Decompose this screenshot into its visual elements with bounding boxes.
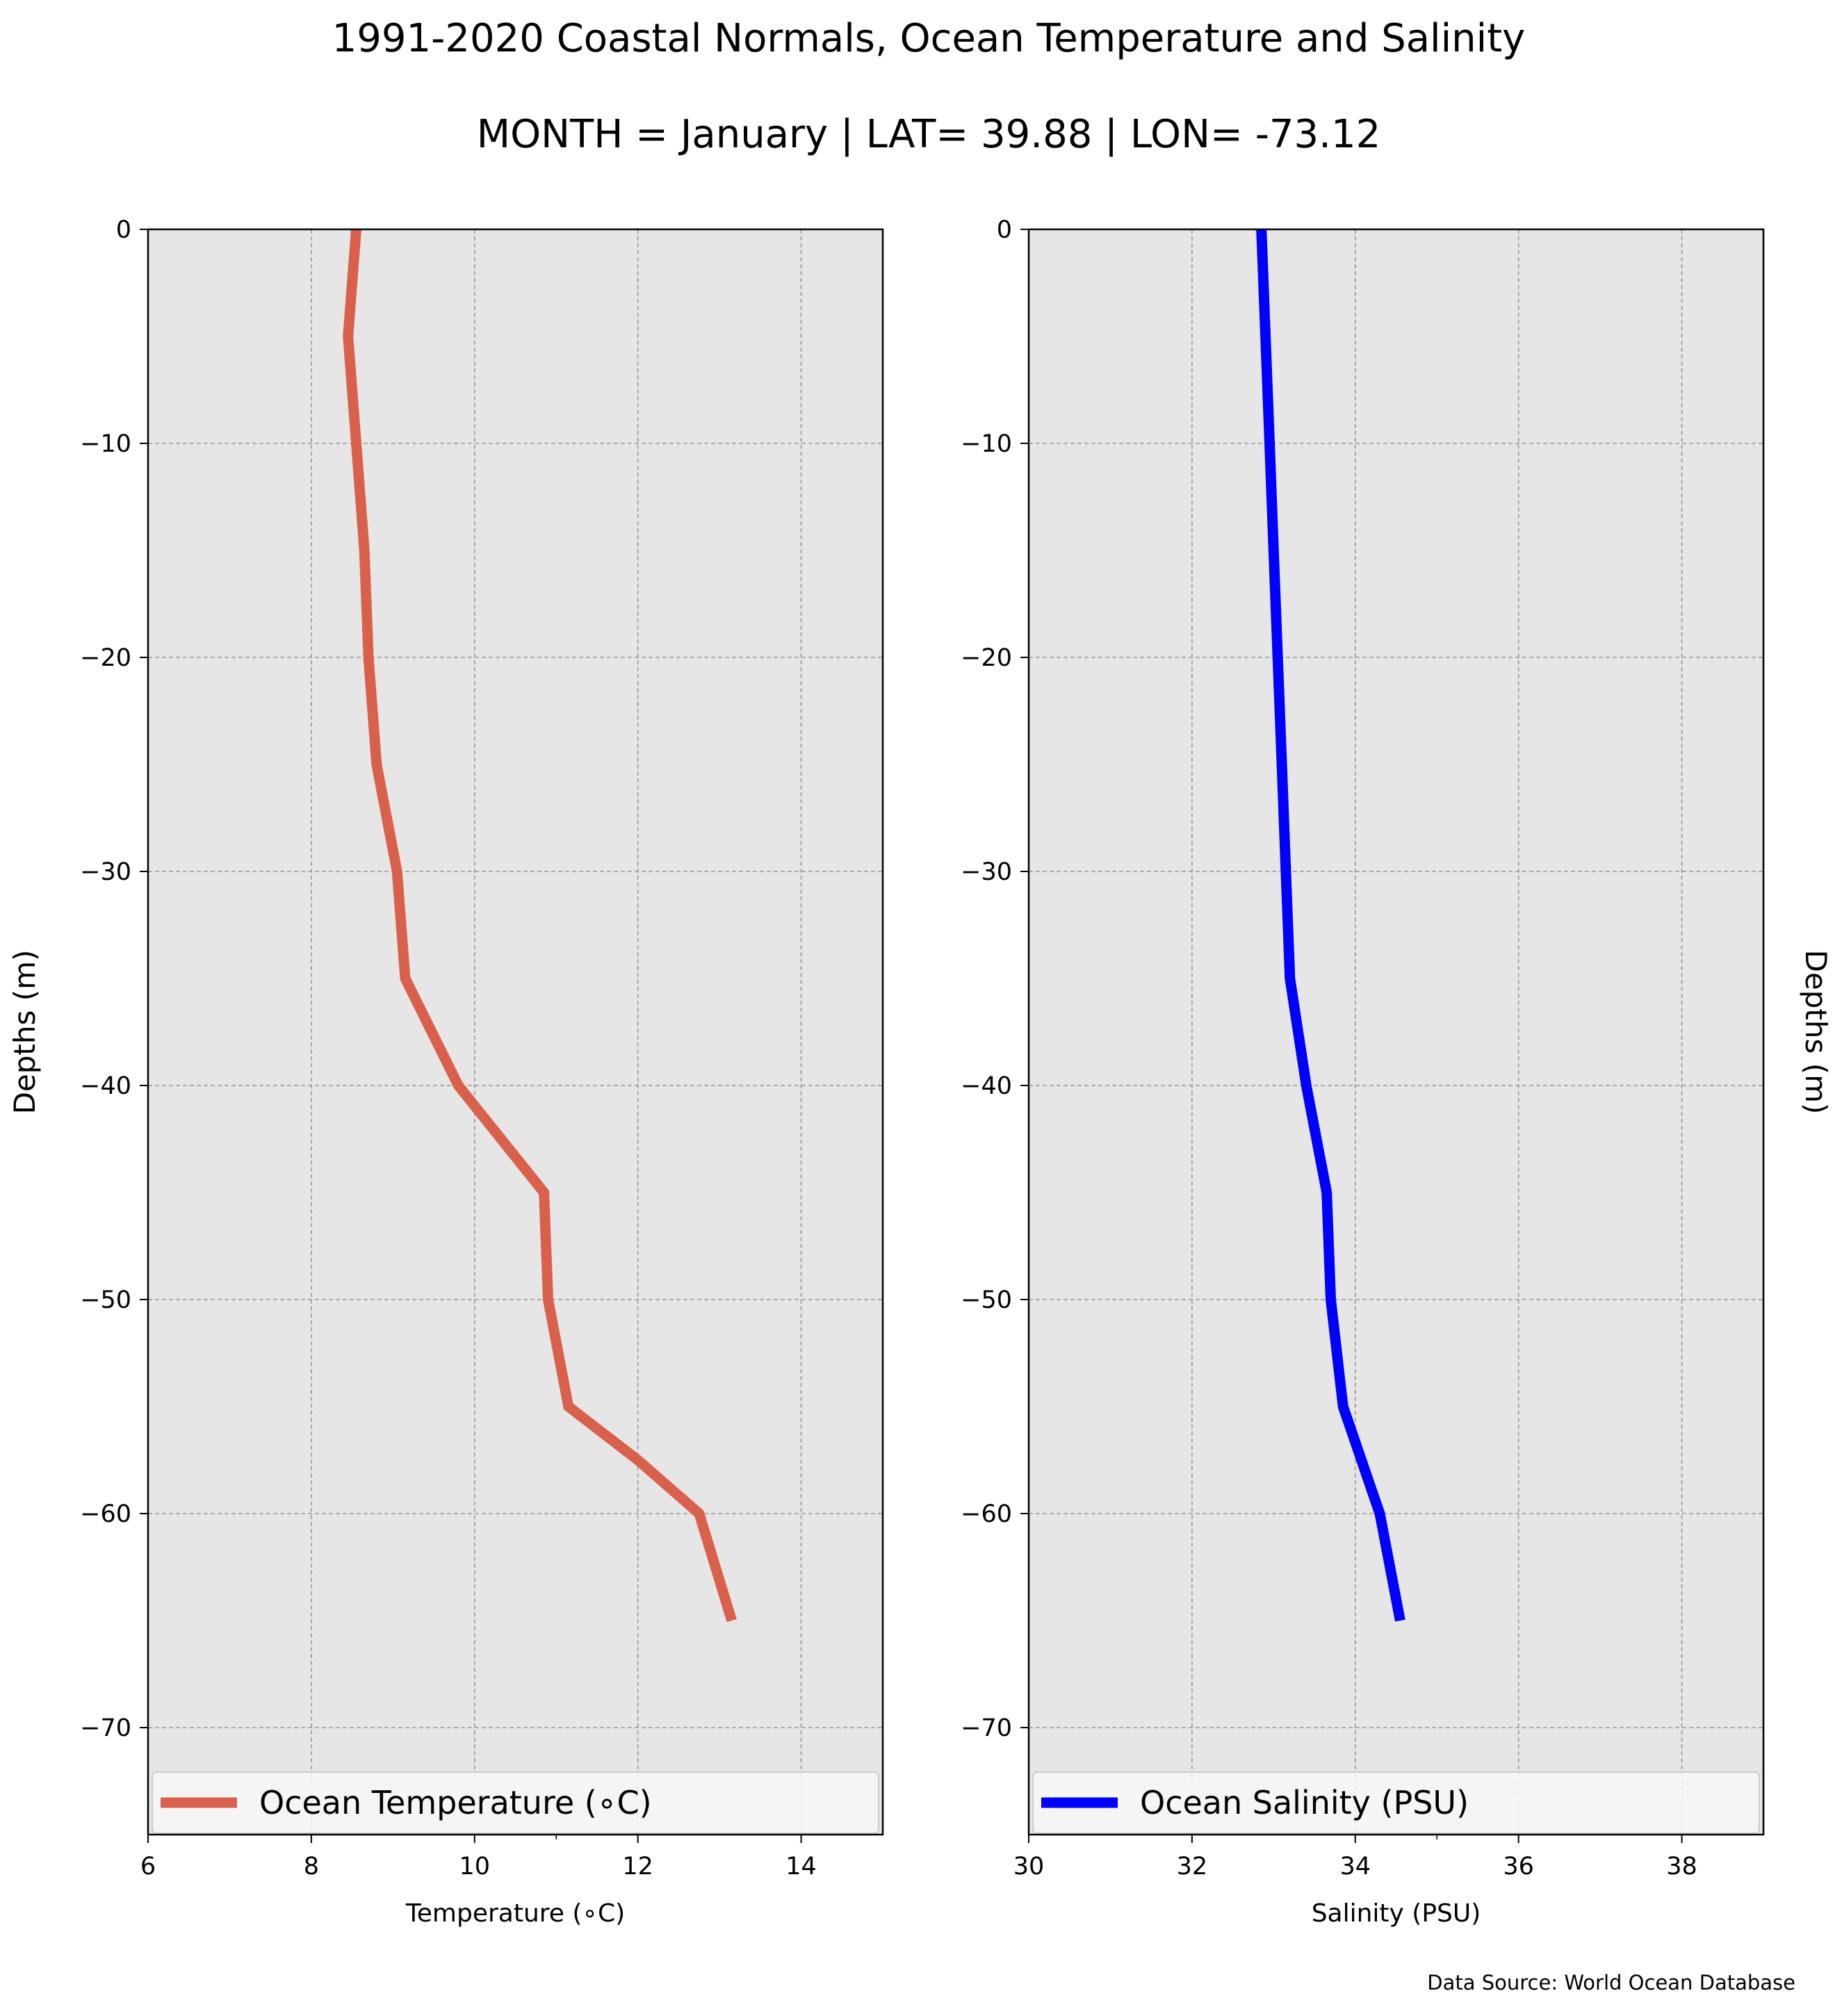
x-tick-label: 34 [1340, 1853, 1371, 1880]
y-axis-label: Depths (m) [1799, 950, 1833, 1115]
x-tick-label: 10 [459, 1853, 491, 1880]
legend-label-temperature: Ocean Temperature (∘C) [259, 1784, 652, 1821]
x-tick-label: 30 [1013, 1853, 1045, 1880]
x-tick-label: 38 [1666, 1853, 1697, 1880]
y-tick-label: −50 [80, 1286, 131, 1314]
y-tick-label: −20 [961, 644, 1012, 672]
y-tick-label: −40 [961, 1072, 1012, 1100]
series-line-salinity [1256, 229, 1405, 1622]
y-tick-label: −70 [961, 1714, 1012, 1742]
plot-area [1029, 229, 1763, 1835]
y-axis-label: Depths (m) [8, 950, 42, 1115]
x-tick-label: 6 [140, 1853, 156, 1880]
y-tick-label: −40 [80, 1072, 131, 1100]
y-tick-label: −10 [961, 430, 1012, 458]
x-tick-label: 32 [1177, 1853, 1208, 1880]
temperature-panel: Ocean Temperature (∘C) 6 8 10 12 14 0 −10 −20 −30… [8, 216, 884, 1928]
y-tick-label: −20 [80, 644, 131, 672]
figure-title: 1991-2020 Coastal Normals, Ocean Tempera… [332, 16, 1526, 61]
legend-label-salinity: Ocean Salinity (PSU) [1140, 1784, 1469, 1821]
salinity-panel: Ocean Salinity (PSU) 30 32 34 36 38 0 −10 −20 −30… [961, 216, 1833, 1928]
y-tick-label: −60 [961, 1500, 1012, 1528]
x-tick-label: 8 [304, 1853, 319, 1880]
figure-subtitle: MONTH = January | LAT= 39.88 | LON= -73.… [477, 112, 1380, 157]
y-tick-label: −70 [80, 1714, 131, 1742]
x-axis-label: Temperature (∘C) [405, 1899, 625, 1928]
x-tick-label: 36 [1503, 1853, 1534, 1880]
y-tick-label: −30 [961, 858, 1012, 886]
x-tick-label: 14 [785, 1853, 817, 1880]
x-tick-label: 12 [622, 1853, 653, 1880]
data-source-note: Data Source: World Ocean Database [1427, 1971, 1795, 1994]
y-tick-label: −60 [80, 1500, 131, 1528]
axes-frame [147, 228, 884, 1836]
legend-box [1032, 1771, 1760, 1834]
legend-box [152, 1771, 879, 1834]
y-tick-label: −10 [80, 430, 131, 458]
y-tick-label: 0 [116, 216, 131, 244]
y-tick-label: 0 [997, 216, 1012, 244]
y-tick-label: −30 [80, 858, 131, 886]
axes-frame [1027, 228, 1765, 1836]
y-tick-label: −50 [961, 1286, 1012, 1314]
x-axis-label: Salinity (PSU) [1312, 1899, 1481, 1928]
plot-area [148, 229, 883, 1835]
